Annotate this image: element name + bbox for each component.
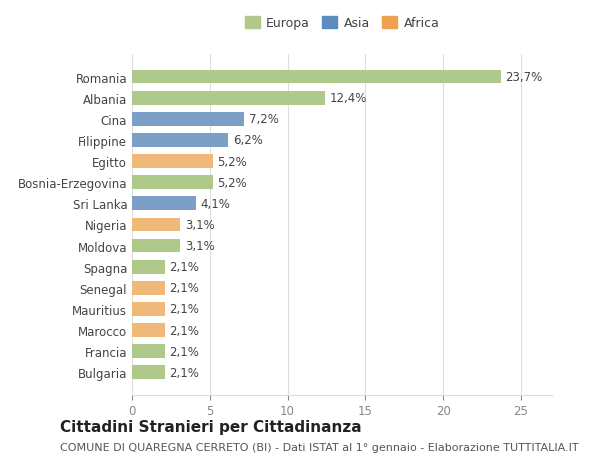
Bar [132, 324, 164, 337]
Bar [132, 366, 164, 379]
Text: 12,4%: 12,4% [329, 92, 367, 105]
Text: 2,1%: 2,1% [169, 324, 199, 337]
Bar [132, 155, 213, 168]
Text: Cittadini Stranieri per Cittadinanza: Cittadini Stranieri per Cittadinanza [60, 419, 362, 434]
Bar [132, 281, 164, 295]
Text: 2,1%: 2,1% [169, 261, 199, 274]
Bar [132, 71, 500, 84]
Text: 2,1%: 2,1% [169, 345, 199, 358]
Text: 2,1%: 2,1% [169, 282, 199, 295]
Bar [132, 92, 325, 105]
Bar [132, 239, 180, 253]
Legend: Europa, Asia, Africa: Europa, Asia, Africa [245, 17, 439, 30]
Text: 4,1%: 4,1% [200, 197, 230, 210]
Text: 2,1%: 2,1% [169, 303, 199, 316]
Text: 6,2%: 6,2% [233, 134, 263, 147]
Text: 5,2%: 5,2% [218, 176, 247, 189]
Text: 5,2%: 5,2% [218, 155, 247, 168]
Text: 3,1%: 3,1% [185, 218, 215, 231]
Bar [132, 197, 196, 211]
Bar [132, 134, 229, 147]
Bar [132, 218, 180, 232]
Bar [132, 176, 213, 190]
Bar [132, 112, 244, 126]
Bar [132, 345, 164, 358]
Bar [132, 302, 164, 316]
Text: 7,2%: 7,2% [248, 113, 278, 126]
Text: 2,1%: 2,1% [169, 366, 199, 379]
Bar [132, 260, 164, 274]
Text: 3,1%: 3,1% [185, 240, 215, 252]
Text: 23,7%: 23,7% [505, 71, 542, 84]
Text: COMUNE DI QUAREGNA CERRETO (BI) - Dati ISTAT al 1° gennaio - Elaborazione TUTTIT: COMUNE DI QUAREGNA CERRETO (BI) - Dati I… [60, 442, 578, 452]
